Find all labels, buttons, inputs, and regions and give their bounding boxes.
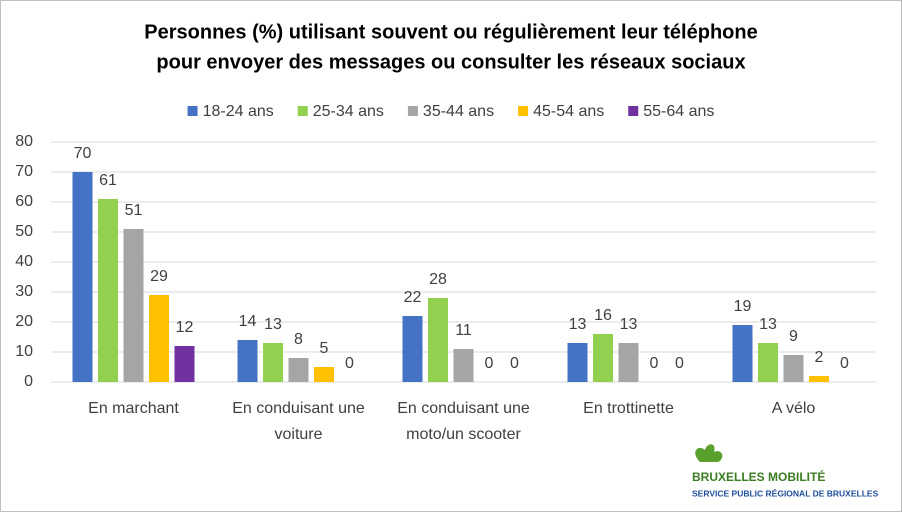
bar — [237, 340, 258, 382]
x-tick-label: En trottinette — [583, 400, 674, 417]
bar — [732, 325, 753, 382]
data-label: 70 — [74, 145, 92, 162]
y-tick-label: 60 — [15, 193, 33, 210]
legend-swatch — [518, 106, 529, 116]
logo-icon — [695, 444, 723, 462]
data-label: 0 — [650, 355, 659, 372]
bar — [453, 349, 474, 382]
bar — [98, 199, 118, 382]
data-label: 13 — [759, 316, 777, 333]
data-label: 61 — [99, 172, 117, 189]
bar — [783, 355, 804, 382]
bar — [567, 343, 588, 382]
data-label: 8 — [294, 331, 303, 348]
data-label: 12 — [176, 319, 194, 336]
legend-label: 35-44 ans — [423, 103, 494, 120]
x-tick-label: En conduisant une voiture — [232, 400, 365, 443]
y-tick-label: 10 — [15, 343, 33, 360]
bar — [288, 358, 309, 382]
y-tick-label: 30 — [15, 283, 33, 300]
y-tick-label: 20 — [15, 313, 33, 330]
bar — [123, 229, 144, 382]
data-label: 11 — [455, 322, 472, 339]
data-label: 0 — [345, 355, 354, 372]
legend-label: 55-64 ans — [643, 103, 714, 120]
data-label: 0 — [485, 355, 494, 372]
bar — [149, 295, 169, 382]
logo-name: BRUXELLES MOBILITÉ — [692, 469, 825, 484]
data-label: 19 — [734, 298, 752, 315]
logo-subtitle: SERVICE PUBLIC RÉGIONAL DE BRUXELLES — [692, 488, 879, 498]
data-label: 28 — [429, 271, 447, 288]
bar — [263, 343, 283, 382]
legend-label: 45-54 ans — [533, 103, 604, 120]
bar — [428, 298, 448, 382]
legend-label: 18-24 ans — [203, 103, 274, 120]
bar — [314, 367, 334, 382]
data-label: 29 — [150, 268, 168, 285]
data-label: 51 — [125, 202, 143, 219]
data-label: 14 — [239, 313, 257, 330]
y-tick-label: 80 — [15, 133, 33, 150]
legend-label: 25-34 ans — [313, 103, 384, 120]
legend: 18-24 ans 25-34 ans 35-44 ans 45-54 ans 55-6… — [187, 103, 714, 120]
bar — [593, 334, 613, 382]
x-tick-label: En marchant — [88, 400, 179, 417]
bar — [72, 172, 93, 382]
chart-title: pour envoyer des messages ou consulter l… — [156, 51, 745, 73]
data-label: 13 — [264, 316, 282, 333]
bar — [618, 343, 639, 382]
data-label: 5 — [320, 340, 329, 357]
data-label: 16 — [594, 307, 612, 324]
legend-swatch — [628, 106, 639, 116]
legend-swatch — [407, 106, 418, 116]
x-tick-label: En conduisant une moto/un scooter — [397, 400, 530, 443]
x-tick-label: A vélo — [772, 400, 816, 417]
y-tick-label: 70 — [15, 163, 33, 180]
data-label: 0 — [840, 355, 849, 372]
logo: BRUXELLES MOBILITÉ SERVICE PUBLIC RÉGION… — [692, 444, 879, 498]
data-label: 22 — [404, 289, 422, 306]
bar — [758, 343, 778, 382]
data-label: 13 — [620, 316, 638, 333]
data-label: 0 — [510, 355, 519, 372]
legend-swatch — [297, 106, 308, 116]
y-tick-label: 40 — [15, 253, 33, 270]
data-label: 0 — [675, 355, 684, 372]
bar — [174, 346, 195, 382]
bar — [809, 376, 829, 382]
chart-title: Personnes (%) utilisant souvent ou régul… — [144, 21, 757, 43]
bar — [402, 316, 423, 382]
legend-swatch — [187, 106, 198, 116]
data-label: 9 — [789, 328, 798, 345]
y-tick-label: 0 — [24, 373, 33, 390]
data-label: 13 — [569, 316, 587, 333]
y-tick-label: 50 — [15, 223, 33, 240]
data-label: 2 — [815, 349, 824, 366]
